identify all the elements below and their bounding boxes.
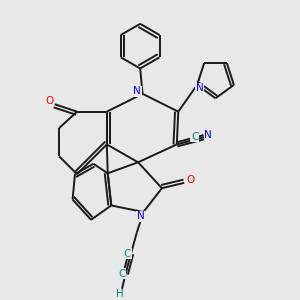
Text: C: C (118, 269, 126, 279)
Text: C: C (124, 249, 131, 259)
Text: N: N (204, 130, 212, 140)
Text: O: O (45, 96, 53, 106)
Text: H: H (116, 289, 124, 299)
Text: N: N (136, 211, 144, 221)
Text: C: C (191, 132, 198, 142)
Text: N: N (196, 83, 203, 94)
Text: N: N (133, 86, 141, 96)
Text: O: O (186, 175, 194, 185)
